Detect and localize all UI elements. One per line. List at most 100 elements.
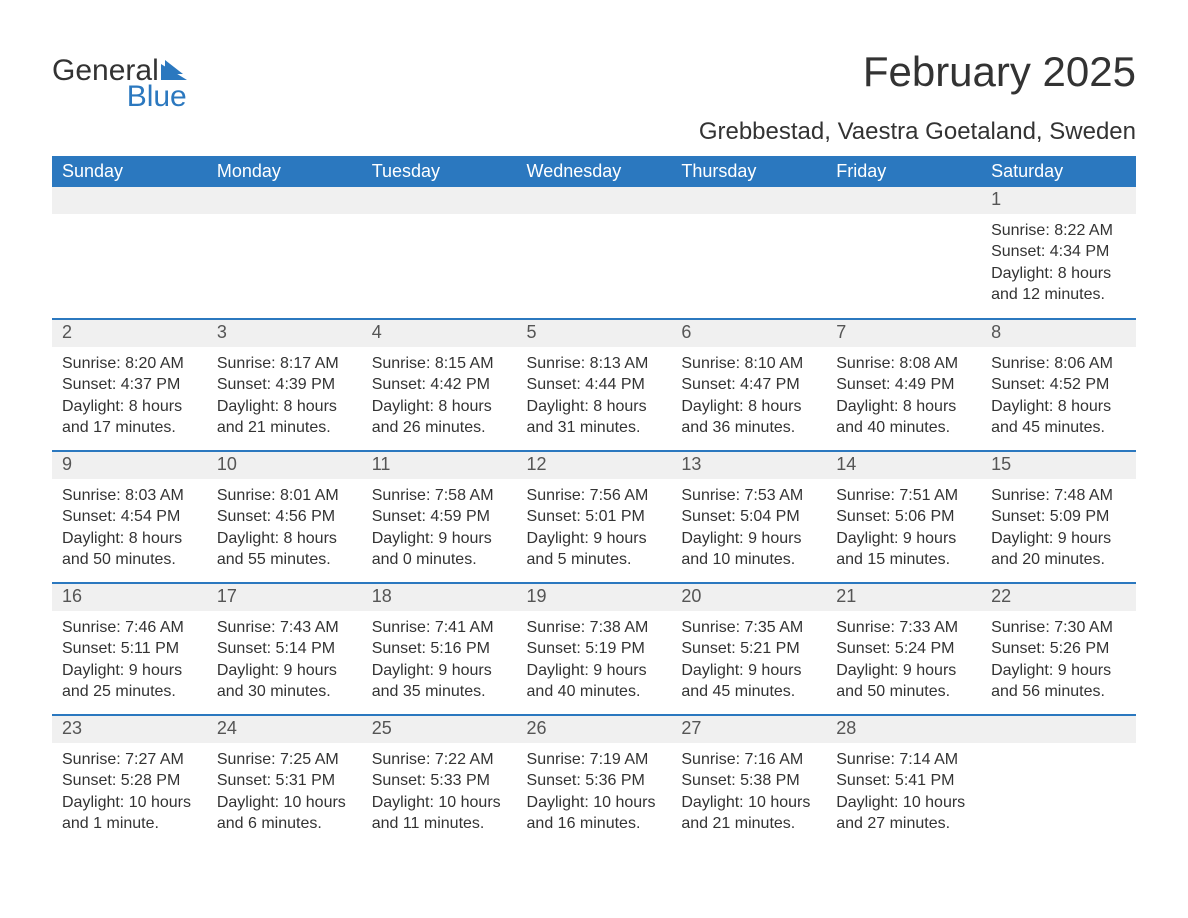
calendar-day: 12 Sunrise: 7:56 AMSunset: 5:01 PMDayligh… — [517, 451, 672, 583]
daylight: Daylight: 8 hours and 26 minutes. — [372, 396, 507, 439]
daylight: Daylight: 8 hours and 21 minutes. — [217, 396, 352, 439]
day-number: 8 — [981, 320, 1136, 347]
weekday-header: Saturday — [981, 156, 1136, 187]
day-number: 13 — [671, 452, 826, 479]
calendar-empty — [826, 187, 981, 319]
sunrise: Sunrise: 8:10 AM — [681, 353, 816, 375]
day-number: 19 — [517, 584, 672, 611]
day-number: 25 — [362, 716, 517, 743]
day-number: 6 — [671, 320, 826, 347]
calendar-day: 21Sunrise: 7:33 AMSunset: 5:24 PMDayligh… — [826, 583, 981, 715]
daylight: Daylight: 9 hours and 25 minutes. — [62, 660, 197, 703]
sunset: Sunset: 5:33 PM — [372, 770, 507, 792]
daylight: Daylight: 9 hours and 35 minutes. — [372, 660, 507, 703]
calendar-day: 15Sunrise: 7:48 AMSunset: 5:09 PMDayligh… — [981, 451, 1136, 583]
weekday-header: Thursday — [671, 156, 826, 187]
sunset: Sunset: 5:41 PM — [836, 770, 971, 792]
sunset: Sunset: 4:34 PM — [991, 241, 1126, 263]
day-data: Sunrise: 7:35 AMSunset: 5:21 PMDaylight:… — [671, 611, 826, 703]
sunrise: Sunrise: 7:33 AM — [836, 617, 971, 639]
calendar-day: 7Sunrise: 8:08 AMSunset: 4:49 PMDaylight… — [826, 319, 981, 451]
calendar-day: 24Sunrise: 7:25 AMSunset: 5:31 PMDayligh… — [207, 715, 362, 847]
day-number: 5 — [517, 320, 672, 347]
day-data: Sunrise: 8:22 AMSunset: 4:34 PMDaylight:… — [981, 214, 1136, 306]
calendar-day: 27Sunrise: 7:16 AMSunset: 5:38 PMDayligh… — [671, 715, 826, 847]
calendar-day: 10Sunrise: 8:01 AMSunset: 4:56 PMDayligh… — [207, 451, 362, 583]
daylight: Daylight: 8 hours and 40 minutes. — [836, 396, 971, 439]
sunset: Sunset: 4:37 PM — [62, 374, 197, 396]
day-number: 27 — [671, 716, 826, 743]
day-data: Sunrise: 8:17 AMSunset: 4:39 PMDaylight:… — [207, 347, 362, 439]
day-number: 4 — [362, 320, 517, 347]
daylight: Daylight: 10 hours and 16 minutes. — [527, 792, 662, 835]
sunset: Sunset: 4:59 PM — [372, 506, 507, 528]
day-number: 28 — [826, 716, 981, 743]
sunrise: Sunrise: 8:15 AM — [372, 353, 507, 375]
calendar-week: 16Sunrise: 7:46 AMSunset: 5:11 PMDayligh… — [52, 583, 1136, 715]
day-number: 20 — [671, 584, 826, 611]
daylight: Daylight: 8 hours and 36 minutes. — [681, 396, 816, 439]
calendar-empty — [517, 187, 672, 319]
sunset: Sunset: 5:01 PM — [527, 506, 662, 528]
sunrise: Sunrise: 7:43 AM — [217, 617, 352, 639]
daylight: Daylight: 8 hours and 55 minutes. — [217, 528, 352, 571]
calendar-day: 22Sunrise: 7:30 AMSunset: 5:26 PMDayligh… — [981, 583, 1136, 715]
day-number: 12 — [517, 452, 672, 479]
daylight: Daylight: 10 hours and 27 minutes. — [836, 792, 971, 835]
calendar-table: SundayMondayTuesdayWednesdayThursdayFrid… — [52, 156, 1136, 847]
calendar-empty — [981, 715, 1136, 847]
daylight: Daylight: 8 hours and 45 minutes. — [991, 396, 1126, 439]
calendar-empty — [362, 187, 517, 319]
calendar-empty — [52, 187, 207, 319]
day-data: Sunrise: 7:19 AMSunset: 5:36 PMDaylight:… — [517, 743, 672, 835]
daylight: Daylight: 9 hours and 10 minutes. — [681, 528, 816, 571]
weekday-header: Wednesday — [517, 156, 672, 187]
sunrise: Sunrise: 7:27 AM — [62, 749, 197, 771]
month-title: February 2025 — [863, 48, 1136, 96]
daylight: Daylight: 9 hours and 45 minutes. — [681, 660, 816, 703]
calendar-day: 28Sunrise: 7:14 AMSunset: 5:41 PMDayligh… — [826, 715, 981, 847]
daylight: Daylight: 9 hours and 0 minutes. — [372, 528, 507, 571]
sunset: Sunset: 5:31 PM — [217, 770, 352, 792]
sunset: Sunset: 5:36 PM — [527, 770, 662, 792]
location: Grebbestad, Vaestra Goetaland, Sweden — [52, 118, 1136, 146]
day-data: Sunrise: 7:48 AMSunset: 5:09 PMDaylight:… — [981, 479, 1136, 571]
empty-day-bar — [517, 187, 672, 214]
day-data: Sunrise: 7:25 AMSunset: 5:31 PMDaylight:… — [207, 743, 362, 835]
daylight: Daylight: 8 hours and 17 minutes. — [62, 396, 197, 439]
sunrise: Sunrise: 7:19 AM — [527, 749, 662, 771]
daylight: Daylight: 10 hours and 21 minutes. — [681, 792, 816, 835]
day-data: Sunrise: 7:51 AMSunset: 5:06 PMDaylight:… — [826, 479, 981, 571]
sunrise: Sunrise: 7:41 AM — [372, 617, 507, 639]
calendar-week: 9Sunrise: 8:03 AMSunset: 4:54 PMDaylight… — [52, 451, 1136, 583]
calendar-day: 3Sunrise: 8:17 AMSunset: 4:39 PMDaylight… — [207, 319, 362, 451]
sunset: Sunset: 5:09 PM — [991, 506, 1126, 528]
empty-day-bar — [671, 187, 826, 214]
sunrise: Sunrise: 7:56 AM — [527, 485, 662, 507]
sunset: Sunset: 5:24 PM — [836, 638, 971, 660]
day-number: 23 — [52, 716, 207, 743]
sunset: Sunset: 5:16 PM — [372, 638, 507, 660]
day-data: Sunrise: 8:01 AMSunset: 4:56 PMDaylight:… — [207, 479, 362, 571]
calendar-day: 26Sunrise: 7:19 AMSunset: 5:36 PMDayligh… — [517, 715, 672, 847]
sunset: Sunset: 4:44 PM — [527, 374, 662, 396]
day-number: 11 — [362, 452, 517, 479]
calendar-week: 1Sunrise: 8:22 AMSunset: 4:34 PMDaylight… — [52, 187, 1136, 319]
sunrise: Sunrise: 8:13 AM — [527, 353, 662, 375]
weekday-header: Friday — [826, 156, 981, 187]
calendar-day: 4Sunrise: 8:15 AMSunset: 4:42 PMDaylight… — [362, 319, 517, 451]
empty-day-bar — [207, 187, 362, 214]
calendar-day: 11Sunrise: 7:58 AMSunset: 4:59 PMDayligh… — [362, 451, 517, 583]
calendar-day: 1Sunrise: 8:22 AMSunset: 4:34 PMDaylight… — [981, 187, 1136, 319]
sunrise: Sunrise: 7:22 AM — [372, 749, 507, 771]
day-number: 16 — [52, 584, 207, 611]
daylight: Daylight: 8 hours and 31 minutes. — [527, 396, 662, 439]
day-number: 3 — [207, 320, 362, 347]
sunrise: Sunrise: 7:46 AM — [62, 617, 197, 639]
sunrise: Sunrise: 8:17 AM — [217, 353, 352, 375]
calendar-day: 13Sunrise: 7:53 AMSunset: 5:04 PMDayligh… — [671, 451, 826, 583]
daylight: Daylight: 9 hours and 5 minutes. — [527, 528, 662, 571]
day-data: Sunrise: 7:14 AMSunset: 5:41 PMDaylight:… — [826, 743, 981, 835]
empty-day-bar — [826, 187, 981, 214]
sunrise: Sunrise: 7:35 AM — [681, 617, 816, 639]
